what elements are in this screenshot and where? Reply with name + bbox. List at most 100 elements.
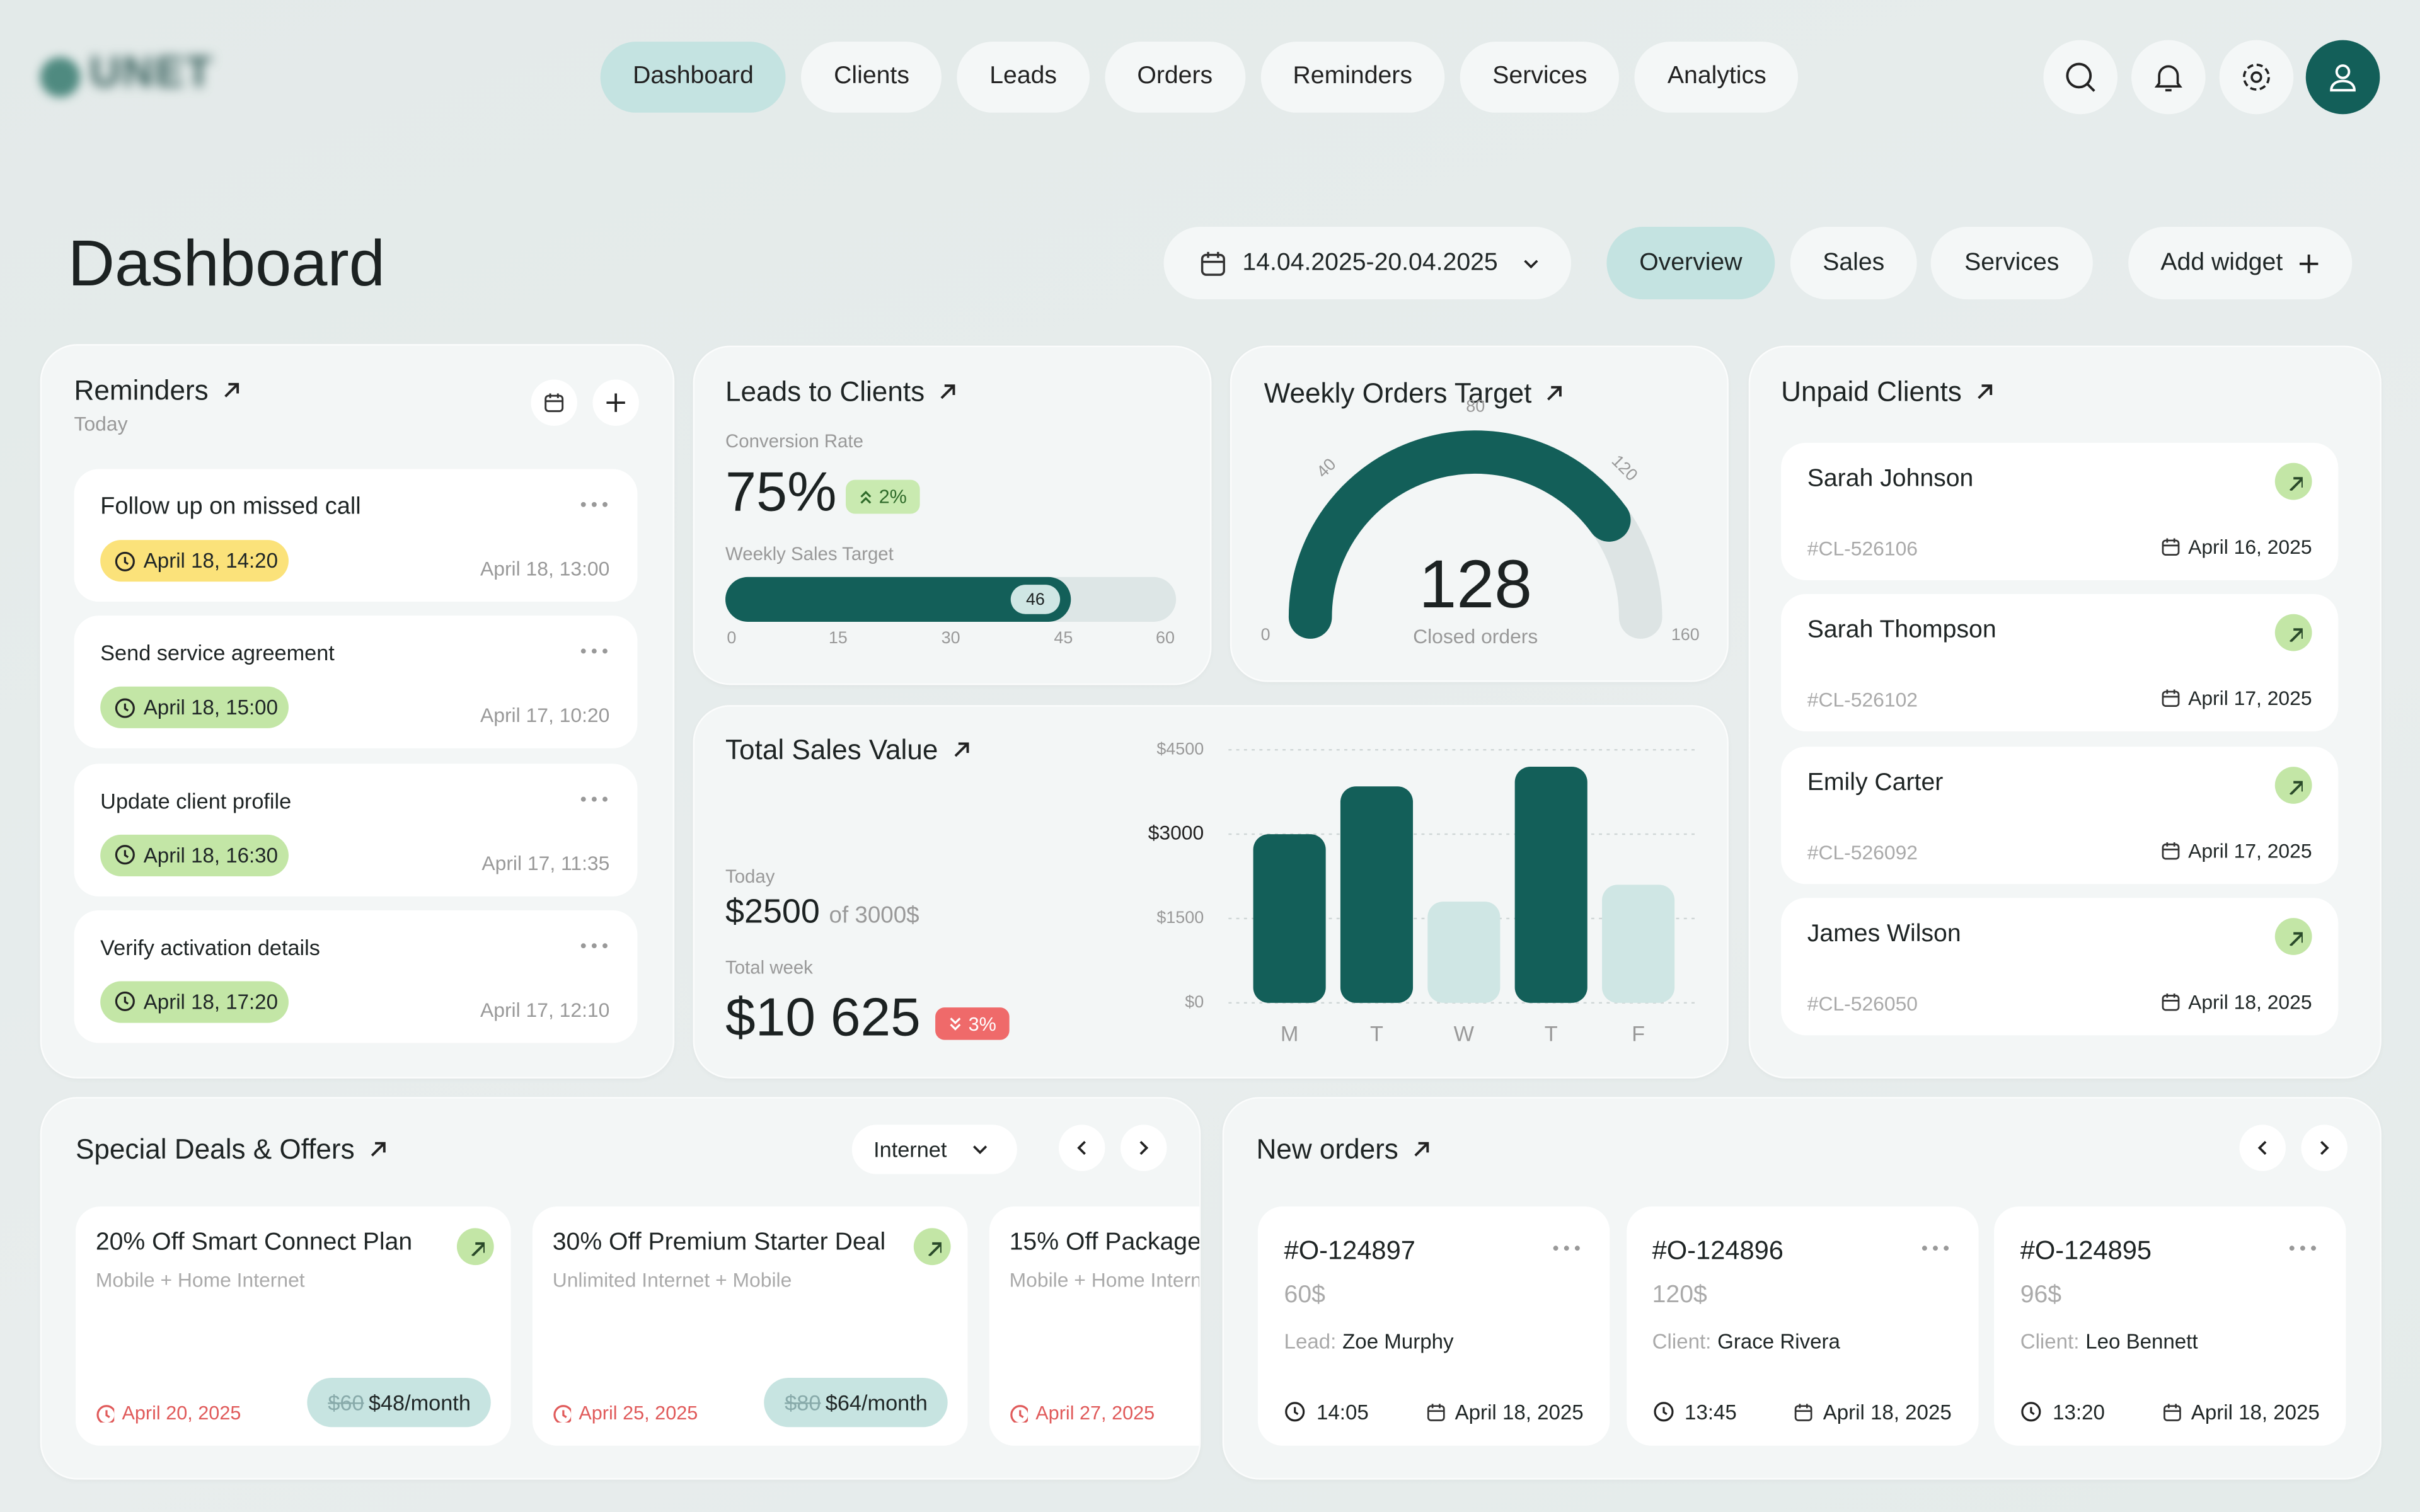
calendar-icon [2160, 537, 2181, 557]
order-person: Lead: Zoe Murphy [1284, 1330, 1454, 1353]
tab[interactable]: Overview [1606, 227, 1775, 300]
client-item[interactable]: Emily Carter #CL-526092 April 17, 2025 [1781, 747, 2339, 885]
order-person: Client: Leo Bennett [2020, 1330, 2198, 1353]
icon [580, 942, 608, 949]
open-button[interactable] [2274, 462, 2312, 500]
order-id: #O-124896 [1652, 1235, 1783, 1266]
filter-label: Internet [873, 1137, 947, 1162]
deal-card[interactable]: 20% Off Smart Connect Plan Mobile + Home … [76, 1206, 511, 1446]
card-title-arrow[interactable] [1410, 1138, 1432, 1160]
pager-button[interactable] [1120, 1125, 1167, 1171]
order-card[interactable]: #O-124897 60$ Lead: Zoe Murphy 14:05 April 18… [1257, 1206, 1610, 1446]
pager-button[interactable] [2239, 1125, 2286, 1171]
clock-icon [114, 550, 135, 571]
card-title-arrow[interactable] [1974, 381, 1995, 403]
client-item[interactable]: James Wilson #CL-526050 April 18, 2025 [1781, 898, 2339, 1036]
calendar-icon [1199, 249, 1227, 277]
open-button[interactable] [2274, 614, 2312, 651]
pager-button[interactable] [2301, 1125, 2348, 1171]
filter-dropdown[interactable]: Internet [851, 1125, 1017, 1174]
icon [1553, 1245, 1581, 1251]
deal-old-price: $60 [328, 1390, 364, 1415]
client-id: #CL-526092 [1807, 840, 1918, 864]
open-button[interactable] [913, 1228, 951, 1266]
order-amount: 60$ [1284, 1282, 1325, 1309]
card-title-text: Special Deals & Offers [76, 1134, 355, 1165]
client-name: James Wilson [1807, 921, 1961, 948]
add-widget-button[interactable]: Add widget [2128, 227, 2353, 300]
nav-bar: Dashboard Clients Leads Orders Reminders Serv… [600, 42, 1799, 113]
nav-item[interactable]: Leads [957, 42, 1090, 113]
tab-label: Overview [1639, 249, 1743, 276]
card-title: Total Sales Value [725, 736, 972, 764]
deal-date-text: April 20, 2025 [122, 1402, 241, 1424]
reminder-created: April 17, 10:20 [480, 704, 610, 728]
open-button[interactable] [2274, 767, 2312, 804]
nav-item[interactable]: Clients [801, 42, 942, 113]
order-date: April 18, 2025 [2162, 1401, 2320, 1424]
avatar-button[interactable] [2305, 40, 2380, 115]
calendar-icon [2160, 688, 2181, 708]
tab[interactable]: Sales [1790, 227, 1917, 300]
reminder-item[interactable]: Update client profile April 18, 16:30 Apri… [74, 763, 638, 896]
reminder-created: April 17, 12:10 [480, 998, 610, 1021]
client-date: April 18, 2025 [2160, 990, 2312, 1014]
reminder-item[interactable]: Send service agreement April 18, 15:00 Apr… [74, 616, 638, 749]
card-title-arrow[interactable] [950, 739, 972, 760]
icon-button[interactable] [592, 379, 639, 426]
client-item[interactable]: Sarah Johnson #CL-526106 April 16, 2025 [1781, 442, 2339, 580]
nav-item[interactable]: Orders [1104, 42, 1245, 113]
icon-button[interactable] [2131, 40, 2206, 115]
order-person: Client: Grace Rivera [1652, 1330, 1840, 1353]
nav-item[interactable]: Services [1460, 42, 1620, 113]
card-title-arrow[interactable] [367, 1138, 388, 1160]
reminder-item[interactable]: Verify activation details April 18, 17:20… [74, 910, 638, 1043]
order-person-name: Grace Rivera [1717, 1330, 1840, 1353]
conversion-label: Conversion Rate [725, 430, 863, 452]
order-time: 14:05 [1284, 1401, 1369, 1424]
card-title-arrow[interactable] [221, 379, 242, 401]
deal-title: 15% Off Package [1009, 1229, 1201, 1256]
order-card[interactable]: #O-124896 120$ Client: Grace Rivera 13:45 Apr… [1626, 1206, 1978, 1446]
date-picker[interactable]: 14.04.2025-20.04.2025 [1163, 227, 1572, 300]
reminder-task: Verify activation details [100, 934, 320, 959]
nav-item[interactable]: Dashboard [600, 42, 786, 113]
deal-card[interactable]: 30% Off Premium Starter Deal Unlimited In… [532, 1206, 968, 1446]
deal-price: $60 $48/month [308, 1377, 491, 1428]
client-date: April 17, 2025 [2160, 687, 2312, 710]
logo: UNET [89, 47, 214, 96]
reminder-created: April 17, 11:35 [481, 850, 610, 874]
card-title-arrow[interactable] [937, 381, 959, 403]
client-name: Sarah Johnson [1807, 466, 1974, 493]
tab[interactable]: Services [1930, 227, 2093, 300]
reminder-due-text: April 18, 14:20 [143, 549, 278, 573]
week-value: $10 625 [725, 987, 921, 1048]
order-date-text: April 18, 2025 [1823, 1400, 1952, 1424]
deal-date: April 27, 2025 [1010, 1402, 1155, 1425]
order-time-text: 13:20 [2053, 1400, 2105, 1424]
pager-button[interactable] [1059, 1125, 1105, 1171]
order-date: April 18, 2025 [1794, 1401, 1952, 1424]
client-name: Sarah Thompson [1807, 617, 1997, 644]
clock-icon [1284, 1401, 1308, 1424]
client-id: #CL-526050 [1807, 992, 1918, 1016]
order-person-label: Lead: [1284, 1330, 1337, 1353]
nav-item[interactable]: Reminders [1260, 42, 1445, 113]
nav-item[interactable]: Analytics [1635, 42, 1799, 113]
icon-button[interactable] [531, 379, 577, 426]
open-button[interactable] [456, 1228, 494, 1266]
order-card[interactable]: #O-124895 96$ Client: Leo Bennett 13:20 April… [1994, 1206, 2346, 1446]
order-id: #O-124897 [1284, 1235, 1415, 1266]
icon [580, 648, 608, 655]
tab-label: Sales [1823, 249, 1885, 276]
client-item[interactable]: Sarah Thompson #CL-526102 April 17, 2025 [1781, 593, 2339, 731]
icon-button[interactable] [2219, 40, 2294, 115]
down-icon [948, 1016, 964, 1031]
deal-card[interactable]: 15% Off Package Mobile + Home Internet Apr… [989, 1206, 1201, 1446]
order-time-text: 13:45 [1685, 1400, 1737, 1424]
icon-button[interactable] [2043, 40, 2118, 115]
card-title-arrow[interactable] [1544, 382, 1565, 404]
open-button[interactable] [2274, 918, 2312, 955]
reminder-item[interactable]: Follow up on missed call April 18, 14:20 A… [74, 469, 638, 602]
deal-date: April 25, 2025 [553, 1402, 698, 1425]
